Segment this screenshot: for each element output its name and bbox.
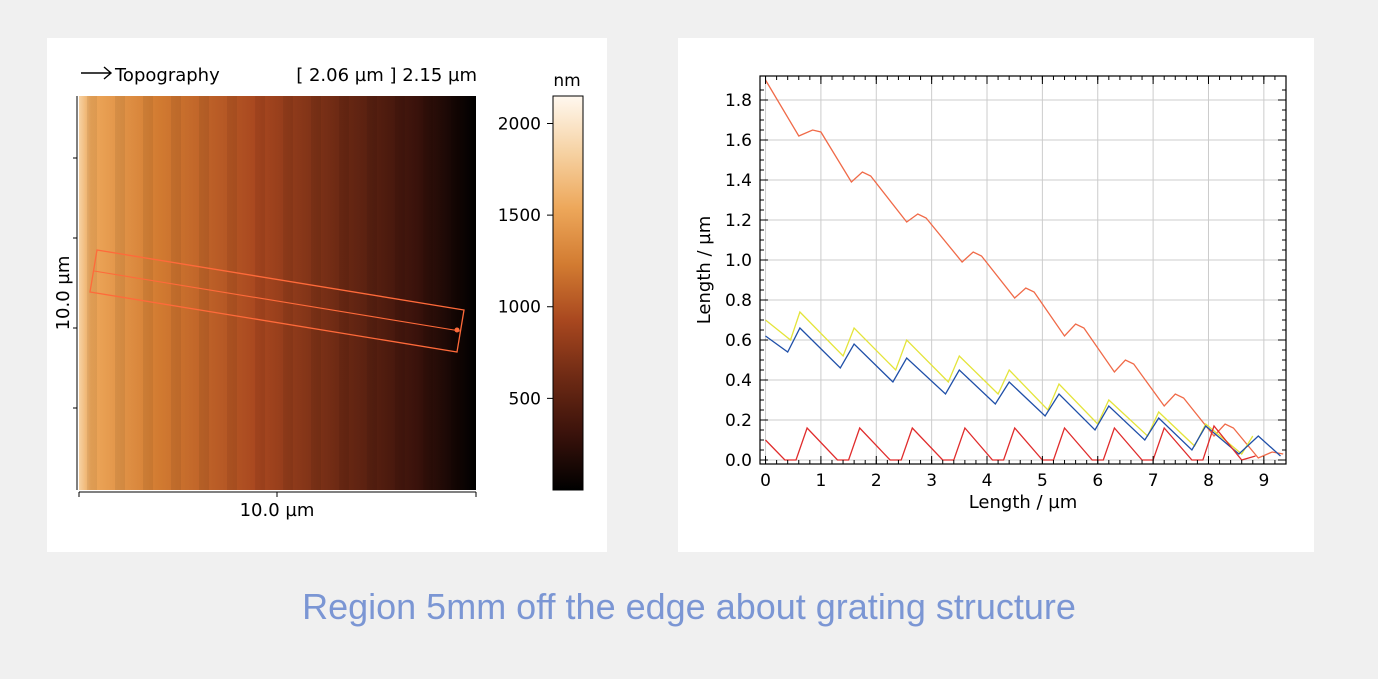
chart-tick-labels: 0 1 2 3 4 5 6 7 8 9 0.0 0.2 0.4 0.6 0.8 1.0 1.2 1.4 1.6 1.8: [725, 91, 1269, 491]
profile-chart-panel: 0 1 2 3 4 5 6 7 8 9 0.0 0.2 0.4 0.6 0.8 1.0 1.2 1.4 1.6 1.8…: [678, 38, 1314, 552]
grating-stripe: [199, 96, 209, 490]
grating-stripe: [423, 96, 433, 490]
grating-stripe: [171, 96, 181, 490]
profile-series-3: [765, 326, 1281, 457]
colorbar-ticks: 2000 1500 1000 500: [498, 114, 553, 409]
topography-svg: Topography [ 2.06 µm ] 2.15 µm 10.0 µm 1…: [53, 65, 584, 521]
x-tick-label: 5: [1037, 471, 1048, 491]
grating-stripe: [227, 96, 237, 490]
x-tick-label: 2: [871, 471, 882, 491]
profile-line: [93, 270, 461, 332]
grating-stripe: [339, 96, 349, 490]
x-tick-label: 7: [1148, 471, 1159, 491]
topography-image: [79, 96, 476, 490]
grating-stripe: [143, 96, 153, 490]
profile-series-2: [765, 310, 1254, 455]
chart-grid: [760, 76, 1286, 464]
y-tick-label: 1.2: [725, 211, 752, 231]
chart-series: [764, 79, 1284, 461]
chart-ticks: [760, 76, 1286, 464]
colorbar: [552, 95, 584, 491]
y-tick-label: 0.6: [725, 331, 752, 351]
arrow-icon: [81, 66, 113, 80]
topography-title: Topography: [114, 65, 220, 86]
y-tick-label: 0.4: [725, 371, 752, 391]
grating-stripe: [87, 96, 97, 490]
colorbar-unit: nm: [553, 71, 580, 91]
y-axis-label: 10.0 µm: [53, 256, 74, 331]
grating-stripe: [395, 96, 405, 490]
y-tick-label: 1.8: [725, 91, 752, 111]
profile-selection-box[interactable]: [89, 249, 465, 353]
height-readout: [ 2.06 µm ] 2.15 µm: [296, 65, 477, 86]
y-tick-label: 1.6: [725, 131, 752, 151]
plot-frame: [759, 75, 1287, 465]
y-tick-label: 1.0: [725, 251, 752, 271]
x-tick-label: 3: [926, 471, 937, 491]
grating-stripes: [87, 96, 461, 490]
x-tick-label: 0: [760, 471, 771, 491]
figure-caption: Region 5mm off the edge about grating st…: [302, 586, 1076, 627]
y-tick-label: 0.0: [725, 451, 752, 471]
x-tick-label: 1: [815, 471, 826, 491]
x-axis-title: Length / µm: [969, 492, 1078, 513]
colorbar-tick-label: 1000: [498, 298, 541, 318]
x-tick-label: 4: [982, 471, 993, 491]
y-tick-label: 0.8: [725, 291, 752, 311]
x-tick-label: 9: [1258, 471, 1269, 491]
grating-stripe: [311, 96, 321, 490]
profile-chart: 0 1 2 3 4 5 6 7 8 9 0.0 0.2 0.4 0.6 0.8 1.0 1.2 1.4 1.6 1.8…: [694, 75, 1287, 513]
grating-stripe: [451, 96, 461, 490]
grating-stripe: [255, 96, 265, 490]
profile-end-marker: [454, 327, 460, 333]
profile-series-4: [765, 424, 1256, 461]
x-axis-label: 10.0 µm: [240, 500, 315, 521]
x-tick-label: 6: [1092, 471, 1103, 491]
colorbar-tick-label: 500: [509, 389, 541, 409]
topography-panel: Topography [ 2.06 µm ] 2.15 µm 10.0 µm 1…: [47, 38, 607, 552]
x-tick-label: 8: [1203, 471, 1214, 491]
colorbar-tick-label: 1500: [498, 206, 541, 226]
profile-series-1: [764, 79, 1284, 459]
image-axis-ticks: [73, 157, 477, 497]
grating-stripe: [115, 96, 125, 490]
grating-stripe: [367, 96, 377, 490]
colorbar-tick-label: 2000: [498, 114, 541, 134]
y-tick-label: 0.2: [725, 411, 752, 431]
y-tick-label: 1.4: [725, 171, 752, 191]
y-axis-title: Length / µm: [694, 216, 715, 325]
grating-stripe: [283, 96, 293, 490]
